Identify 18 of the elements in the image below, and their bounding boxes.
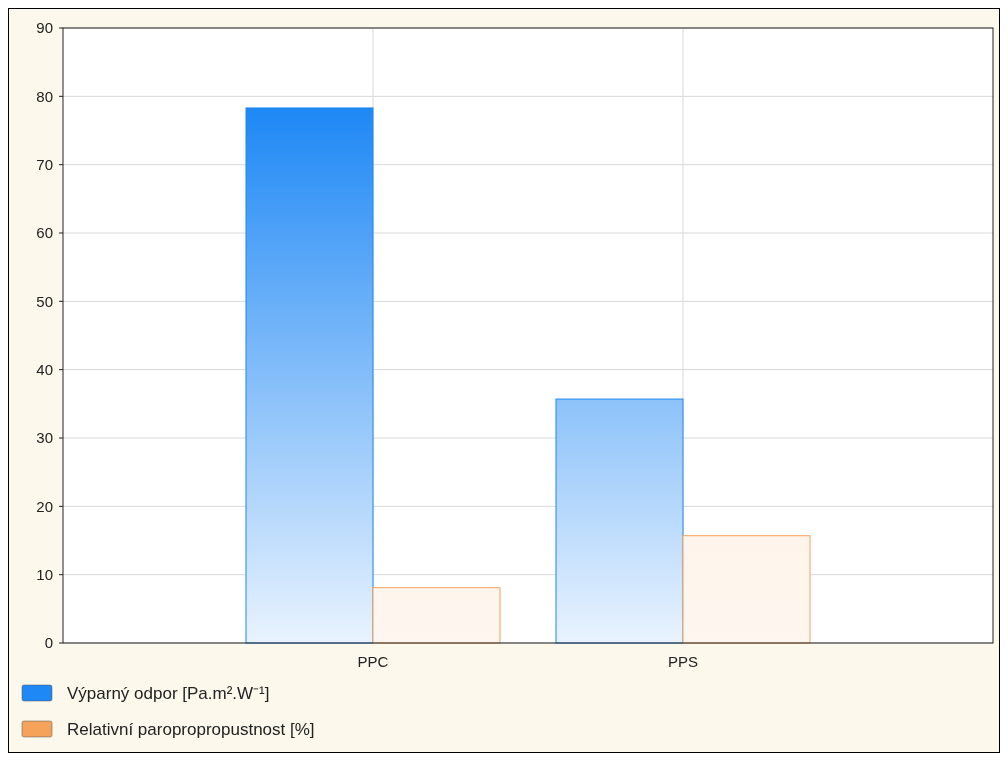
bar	[682, 535, 811, 644]
bar	[555, 398, 684, 644]
legend-label: Relativní paropropropustnost [%]	[67, 719, 315, 739]
y-tick-label: 20	[36, 497, 53, 515]
bar	[372, 587, 501, 644]
x-tick-label: PPC	[357, 653, 389, 670]
y-tick-label: 0	[44, 634, 53, 652]
y-tick-label: 60	[36, 224, 53, 242]
legend-label: Výparný odpor [Pa.m².W⁻¹]	[67, 683, 270, 703]
x-tick-label: PPS	[667, 653, 699, 670]
y-tick-label: 80	[36, 87, 53, 105]
bar	[245, 107, 374, 644]
y-tick-label: 40	[36, 360, 53, 378]
y-tick-label: 30	[36, 429, 53, 447]
y-tick-label: 50	[36, 292, 53, 310]
y-tick-label: 70	[36, 155, 53, 173]
y-tick-label: 10	[36, 565, 53, 583]
y-tick-label: 90	[36, 19, 53, 37]
